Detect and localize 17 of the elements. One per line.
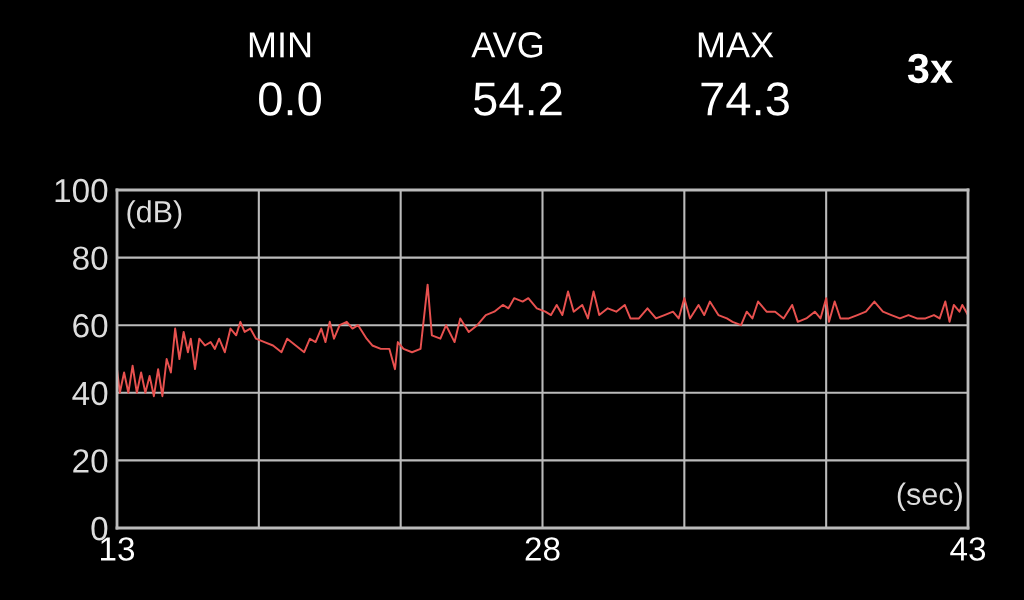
x-tick-label: 43 bbox=[950, 537, 986, 561]
text: MIN bbox=[249, 32, 311, 58]
x-tick-label: 28 bbox=[525, 537, 560, 561]
y-tick-label: 100 bbox=[55, 178, 108, 203]
y-tick-label: 60 bbox=[73, 314, 108, 338]
text: 3x bbox=[907, 53, 953, 84]
line-series bbox=[117, 283, 968, 398]
text: MAX bbox=[698, 32, 774, 58]
text: AVG bbox=[471, 32, 543, 58]
y-tick-label: 40 bbox=[72, 381, 108, 406]
y-tick-label: 20 bbox=[73, 449, 108, 473]
x-axis-title: (sec) bbox=[897, 482, 962, 512]
y-axis-title: (dB) bbox=[127, 200, 182, 229]
text: 74.3 bbox=[701, 82, 789, 116]
y-tick-label: 80 bbox=[73, 246, 108, 271]
text: 54.2 bbox=[473, 82, 562, 116]
text: 0.0 bbox=[259, 82, 321, 116]
